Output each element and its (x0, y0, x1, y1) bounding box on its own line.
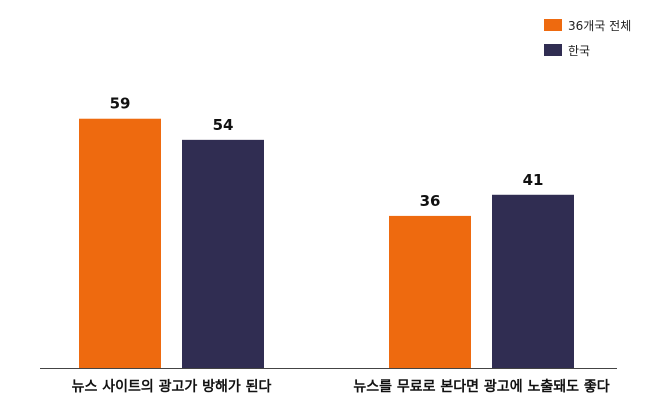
legend-swatch-all-countries (544, 19, 562, 31)
legend-item-all-countries: 36개국 전체 (544, 17, 631, 33)
value-label-all-countries-cat1: 59 (110, 95, 131, 113)
value-label-korea-cat2: 41 (523, 171, 544, 189)
bar-all-countries-cat2 (389, 215, 471, 368)
bar-korea-cat2 (492, 194, 574, 368)
bar-all-countries-cat1 (79, 118, 161, 368)
legend-swatch-korea (544, 44, 562, 56)
value-label-all-countries-cat2: 36 (420, 192, 441, 210)
legend-label-all-countries: 36개국 전체 (568, 18, 632, 33)
value-label-korea-cat1: 54 (213, 116, 234, 134)
legend: 36개국 전체 한국 (544, 17, 631, 67)
category-label-1: 뉴스 사이트의 광고가 방해가 된다 (72, 378, 272, 395)
bar-korea-cat1 (182, 139, 264, 368)
legend-item-korea: 한국 (544, 42, 631, 58)
category-label-2: 뉴스를 무료로 본다면 광고에 노출돼도 좋다 (353, 378, 609, 395)
legend-label-korea: 한국 (568, 43, 591, 58)
